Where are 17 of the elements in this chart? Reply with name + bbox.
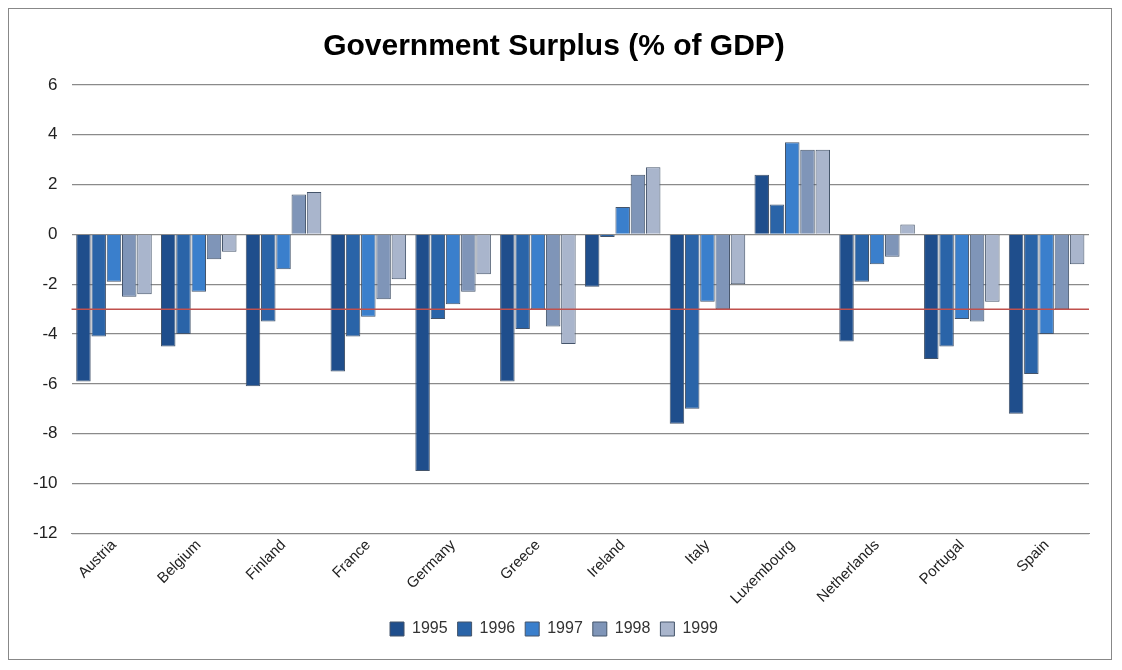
legend-label: 1996	[479, 619, 516, 637]
y-tick-label: 4	[48, 124, 58, 144]
chart-title: Government Surplus (% of GDP)	[323, 28, 785, 62]
legend-label: 1999	[682, 619, 719, 637]
y-tick-label: -2	[42, 273, 58, 293]
y-tick-label: -4	[42, 323, 58, 343]
x-tick-label: Italy	[681, 535, 713, 568]
legend-label: 1998	[614, 619, 651, 637]
y-tick-label: -10	[32, 473, 58, 493]
y-tick-label: -8	[42, 423, 58, 443]
legend-label: 1997	[547, 619, 583, 637]
y-tick-label: 0	[48, 224, 58, 244]
y-tick-label: 6	[48, 74, 58, 94]
y-tick-label: -6	[42, 373, 58, 393]
y-tick-label: -12	[32, 523, 58, 542]
legend-label: 1995	[412, 619, 448, 637]
y-tick-label: 2	[48, 174, 58, 194]
